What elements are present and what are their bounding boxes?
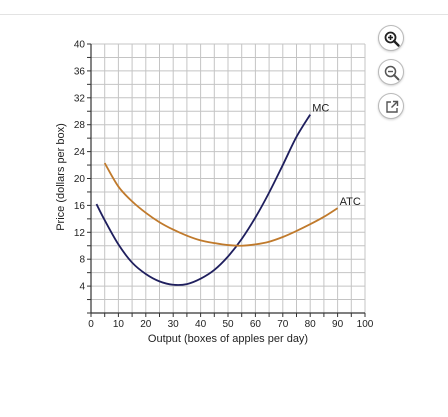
x-tick-label: 20 (140, 319, 152, 330)
y-tick-label: 28 (74, 120, 86, 131)
x-tick-label: 10 (113, 319, 125, 330)
axes (87, 43, 366, 317)
x-tick-label: 30 (168, 319, 180, 330)
mc-curve (95, 114, 311, 286)
y-tick-labels: 4 8 12 16 20 24 28 32 36 40 (74, 40, 86, 293)
x-tick-label: 100 (357, 319, 374, 330)
atc-curve (103, 162, 339, 247)
x-tick-label: 90 (332, 319, 344, 330)
zoom-out-button[interactable] (378, 59, 404, 85)
atc-label: ATC (340, 196, 361, 208)
grid (90, 43, 366, 314)
x-tick-label: 60 (250, 319, 262, 330)
zoom-in-icon (384, 31, 400, 47)
y-tick-label: 8 (79, 255, 85, 266)
y-tick-label: 4 (79, 282, 85, 293)
external-link-button[interactable] (378, 93, 404, 119)
x-tick-labels: 0 10 20 30 40 50 60 70 80 90 100 (88, 319, 374, 330)
y-tick-label: 32 (74, 93, 86, 104)
y-tick-label: 24 (74, 147, 86, 158)
top-divider (0, 14, 448, 15)
y-tick-label: 20 (74, 174, 86, 185)
y-tick-label: 16 (74, 201, 86, 212)
x-tick-label: 40 (195, 319, 207, 330)
y-tick-label: 40 (74, 40, 86, 51)
x-tick-label: 80 (305, 319, 317, 330)
x-tick-label: 50 (222, 319, 234, 330)
external-link-icon (386, 100, 399, 113)
x-axis-label: Output (boxes of apples per day) (148, 333, 308, 345)
zoom-out-icon (384, 65, 400, 81)
y-tick-label: 36 (74, 66, 86, 77)
zoom-in-button[interactable] (378, 25, 404, 51)
y-axis-label: Price (dollars per box) (55, 123, 67, 231)
series-labels: MC ATC (312, 103, 361, 208)
mc-label: MC (312, 103, 329, 115)
y-tick-label: 12 (74, 228, 86, 239)
series-lines (95, 114, 339, 286)
x-tick-label: 0 (88, 319, 94, 330)
x-tick-label: 70 (277, 319, 289, 330)
